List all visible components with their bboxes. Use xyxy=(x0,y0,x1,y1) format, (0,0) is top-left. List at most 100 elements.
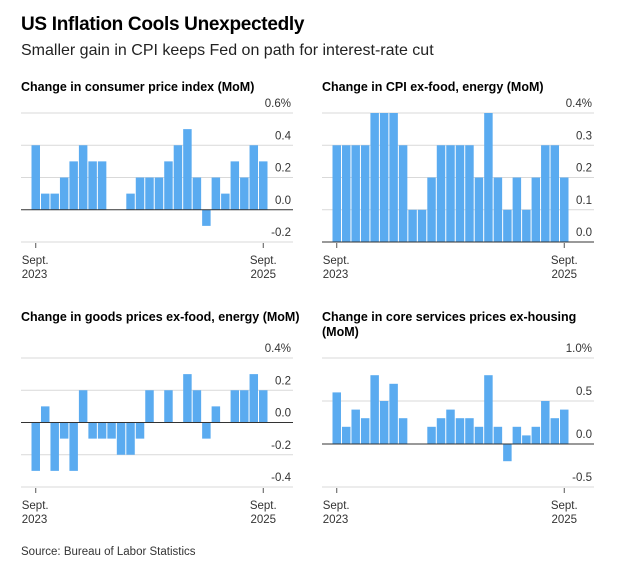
bar xyxy=(484,375,493,444)
y-tick-label: 0.1 xyxy=(576,195,592,207)
bar xyxy=(512,426,522,444)
bar xyxy=(446,409,455,444)
x-tick-label: Sept. xyxy=(250,500,277,512)
bar xyxy=(493,177,503,242)
bar xyxy=(398,145,408,242)
bar xyxy=(50,422,59,471)
bar xyxy=(135,177,145,210)
bar xyxy=(135,422,145,439)
chart-svg: 0.6% 0.4 0.2 0.0 -0.2 Sept. 2023 Sept. 2025 xyxy=(21,98,293,281)
bar xyxy=(164,161,173,210)
bar xyxy=(249,374,259,423)
y-tick-label: 0.0 xyxy=(576,227,592,239)
subheadline: Smaller gain in CPI keeps Fed on path fo… xyxy=(21,42,434,59)
x-tick-label: 2025 xyxy=(551,514,577,526)
y-tick-label: 0.2 xyxy=(275,163,291,175)
bar xyxy=(164,390,173,423)
bar xyxy=(126,193,135,210)
x-tick-label: Sept. xyxy=(323,255,350,267)
x-tick-label: 2025 xyxy=(551,269,577,281)
x-tick-label: Sept. xyxy=(551,255,578,267)
bar xyxy=(192,390,202,423)
x-tick-label: 2023 xyxy=(22,514,48,526)
x-tick-label: Sept. xyxy=(22,500,49,512)
bar xyxy=(417,209,427,242)
y-tick-label: 0.6% xyxy=(265,98,291,110)
bar xyxy=(550,145,560,242)
bar xyxy=(351,145,360,242)
bar xyxy=(522,209,531,242)
bar xyxy=(211,177,221,210)
bar xyxy=(78,390,88,423)
bar xyxy=(541,145,550,242)
bar xyxy=(88,161,97,210)
chart-svg: 0.4% 0.3 0.2 0.1 0.0 Sept. 2023 Sept. 2025 xyxy=(322,98,594,281)
y-tick-label: 0.3 xyxy=(576,130,592,142)
y-tick-label: 0.4 xyxy=(275,130,292,142)
bar xyxy=(455,418,465,444)
headline: US Inflation Cools Unexpectedly xyxy=(21,14,305,35)
bar xyxy=(503,209,512,242)
y-tick-label: 1.0% xyxy=(566,343,592,355)
bar xyxy=(259,390,268,423)
bar xyxy=(379,401,389,444)
bar xyxy=(503,444,512,462)
bar xyxy=(230,390,240,423)
y-tick-label: 0.2 xyxy=(576,163,592,175)
bar xyxy=(240,177,249,210)
bar xyxy=(40,406,50,423)
y-tick-label: 0.2 xyxy=(275,375,291,387)
bar xyxy=(97,422,107,439)
bar xyxy=(116,422,126,455)
y-tick-label: -0.4 xyxy=(271,472,291,484)
chart-svg: 0.4% 0.2 0.0 -0.2 -0.4 Sept. 2023 Sept. 2025 xyxy=(21,343,293,526)
bar xyxy=(493,426,503,444)
bar xyxy=(249,145,259,210)
bar xyxy=(341,426,351,444)
y-tick-label: -0.2 xyxy=(271,440,291,452)
bar xyxy=(379,113,389,242)
bar xyxy=(192,177,202,210)
x-tick-label: 2025 xyxy=(250,514,276,526)
bar xyxy=(436,145,446,242)
bar xyxy=(474,177,484,242)
bar xyxy=(78,145,88,210)
bar xyxy=(221,193,230,210)
bar xyxy=(389,113,398,242)
bar xyxy=(145,390,154,423)
x-tick-label: Sept. xyxy=(323,500,350,512)
bar xyxy=(69,161,78,210)
bar xyxy=(560,409,569,444)
y-tick-label: 0.0 xyxy=(275,195,291,207)
chart-svg: 1.0% 0.5 0.0 -0.5 Sept. 2023 Sept. 2025 xyxy=(322,343,594,526)
bar xyxy=(31,145,40,210)
bar xyxy=(484,113,493,242)
bar xyxy=(202,209,211,226)
bar xyxy=(202,422,211,439)
bar xyxy=(408,209,417,242)
bar xyxy=(259,161,268,210)
bar xyxy=(370,375,379,444)
bar xyxy=(531,177,541,242)
x-tick-label: 2023 xyxy=(323,514,349,526)
bar xyxy=(107,422,116,439)
bar xyxy=(474,426,484,444)
bar xyxy=(436,418,446,444)
y-tick-label: 0.4% xyxy=(265,343,291,355)
bar xyxy=(154,177,164,210)
bar xyxy=(211,406,221,423)
bar xyxy=(370,113,379,242)
bar xyxy=(427,177,436,242)
bar xyxy=(465,145,474,242)
bar xyxy=(59,177,69,210)
bar xyxy=(522,435,531,444)
bar xyxy=(332,392,341,444)
bar xyxy=(332,145,341,242)
bar xyxy=(183,129,192,210)
bar xyxy=(69,422,78,471)
bar xyxy=(389,383,398,444)
bar xyxy=(341,145,351,242)
bar xyxy=(50,193,59,210)
bar xyxy=(240,390,249,423)
bar xyxy=(351,409,360,444)
